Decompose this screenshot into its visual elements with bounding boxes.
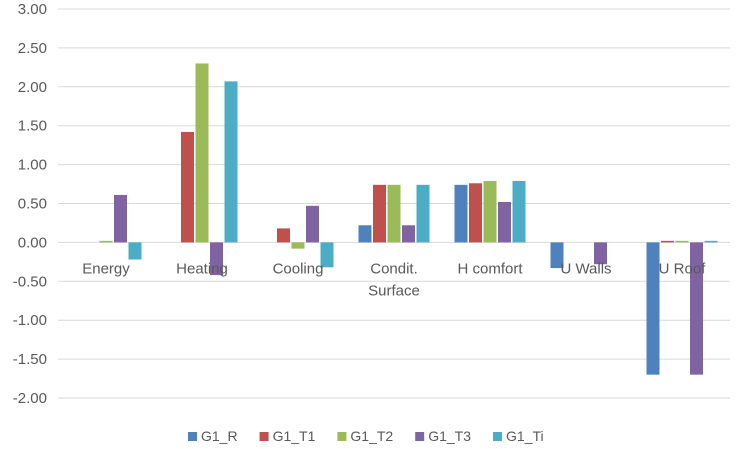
bar-G1_Ti-Heating [224, 81, 238, 243]
bar-G1_Ti-Energy [128, 242, 142, 260]
legend-label: G1_Ti [506, 428, 544, 444]
bar-G1_R-U Roof [646, 242, 660, 375]
y-tick-label: -1.00 [13, 312, 47, 329]
bar-G1_T1-Cooling [277, 228, 290, 243]
bar-G1_T2-U Roof [675, 240, 689, 243]
x-category-label: Energy [82, 260, 130, 277]
y-tick-label: -0.50 [13, 273, 47, 290]
legend-swatch [415, 432, 425, 441]
bar-G1_T3-U Walls [594, 242, 607, 265]
y-tick-label: 1.00 [18, 157, 47, 174]
y-tick-label: 3.00 [18, 1, 47, 18]
bar-G1_Ti-U Roof [704, 240, 718, 243]
x-category-label: Condit. [370, 260, 418, 277]
y-tick-label: 1.50 [18, 118, 47, 135]
bar-G1_Ti-H comfort [512, 180, 526, 243]
bar-G1_T3-Energy [114, 194, 127, 243]
legend-swatch [259, 432, 269, 441]
bar-G1_T2-Energy [99, 240, 113, 243]
bar-G1_R-Condit.-Surface [358, 225, 372, 243]
y-tick-label: -1.50 [13, 351, 47, 368]
bar-G1_T2-Heating [195, 63, 209, 243]
bar-G1_T1-Heating [181, 131, 194, 243]
bar-G1_T3-Condit.-Surface [402, 225, 415, 243]
legend-label: G1_T3 [428, 428, 471, 444]
bar-G1_T2-Cooling [291, 242, 305, 249]
x-category-label: H comfort [457, 260, 523, 277]
legend-label: G1_T2 [350, 428, 393, 444]
x-category-label: Heating [176, 260, 228, 277]
bar-G1_Ti-Condit.-Surface [416, 184, 430, 243]
bar-G1_R-H comfort [454, 184, 468, 243]
x-category-label: U Walls [560, 260, 611, 277]
bar-G1_T3-U Roof [690, 242, 703, 375]
legend-swatch [493, 432, 503, 441]
y-tick-label: 0.00 [18, 234, 47, 251]
legend-label: G1_R [201, 428, 238, 444]
bar-G1_Ti-Cooling [320, 242, 334, 268]
bar-G1_T3-Cooling [306, 205, 319, 243]
x-category-label: U Roof [659, 260, 707, 277]
bar-G1_T3-Heating [210, 242, 223, 276]
bar-G1_T1-H comfort [469, 183, 482, 243]
x-category-label: Cooling [273, 260, 324, 277]
legend-swatch [337, 432, 347, 441]
x-category-label: Surface [368, 282, 420, 299]
bar-G1_T1-Condit.-Surface [373, 184, 386, 243]
bar-G1_T2-H comfort [483, 180, 497, 243]
y-tick-label: -2.00 [13, 390, 47, 407]
bar-G1_T2-Condit.-Surface [387, 184, 401, 243]
bar-G1_R-U Walls [550, 242, 564, 269]
y-tick-label: 0.50 [18, 196, 47, 213]
bar-G1_T3-H comfort [498, 201, 511, 243]
y-tick-label: 2.00 [18, 79, 47, 96]
y-tick-label: 2.50 [18, 40, 47, 57]
bar-G1_T1-U Roof [661, 240, 674, 243]
legend-swatch [188, 432, 197, 441]
legend-label: G1_T1 [273, 428, 316, 444]
